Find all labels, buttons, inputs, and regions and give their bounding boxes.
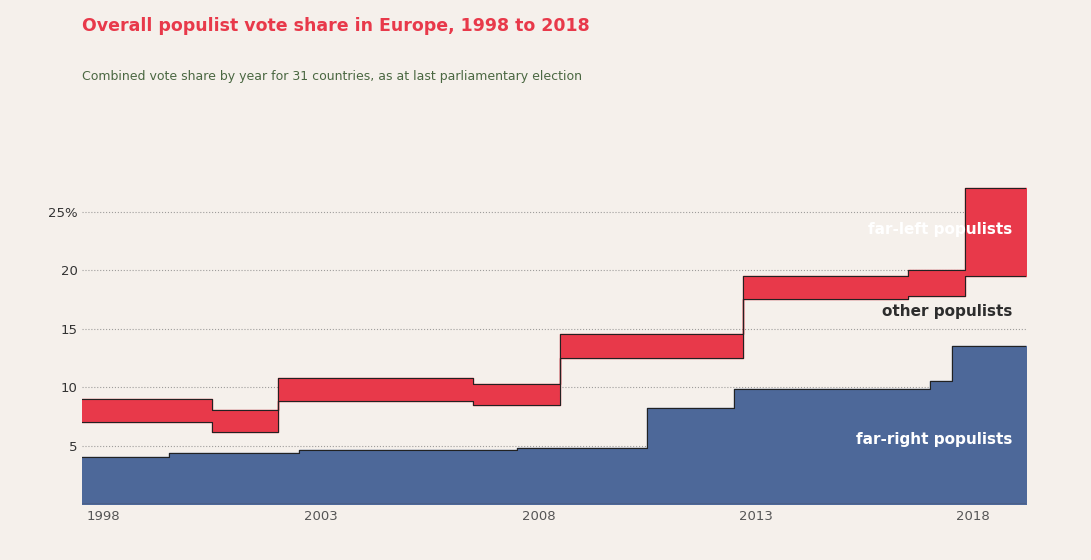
Text: Overall populist vote share in Europe, 1998 to 2018: Overall populist vote share in Europe, 1…	[82, 17, 589, 35]
Text: far-left populists: far-left populists	[868, 222, 1012, 237]
Text: far-right populists: far-right populists	[856, 432, 1012, 447]
Text: Combined vote share by year for 31 countries, as at last parliamentary election: Combined vote share by year for 31 count…	[82, 70, 582, 83]
Text: other populists: other populists	[883, 304, 1012, 319]
